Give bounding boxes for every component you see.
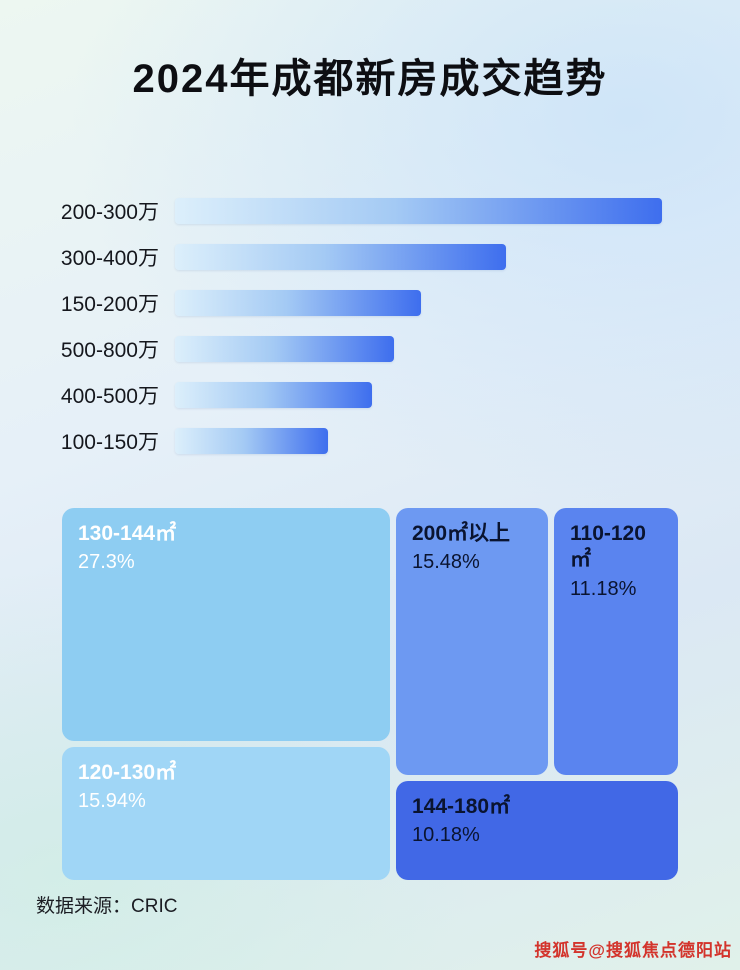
treemap-block-144-180: 144-180㎡ 10.18%: [396, 781, 678, 880]
treemap-block-value: 11.18%: [570, 577, 637, 600]
treemap-block-200-plus: 200㎡以上 15.48%: [396, 508, 548, 775]
bar-category-label: 400-500万: [60, 385, 159, 408]
bar-track: [175, 382, 662, 408]
treemap-block-value: 10.18%: [412, 824, 480, 847]
bar-track: [175, 336, 662, 362]
price-band-bar-chart: 200-300万 300-400万 150-200万 500-800万 400-: [0, 198, 740, 454]
data-source-label: 数据来源：CRIC: [36, 896, 178, 917]
bar-row: 400-500万: [0, 382, 740, 408]
bar-track: [175, 290, 662, 316]
bar-category-label: 500-800万: [60, 339, 159, 362]
treemap-block-value: 15.94%: [78, 790, 146, 813]
bar-track: [175, 198, 662, 224]
treemap-block-label: 200㎡以上: [412, 522, 511, 545]
treemap-block-label: 130-144㎡: [78, 522, 177, 545]
treemap-block-value: 27.3%: [78, 551, 135, 574]
bar-track: [175, 428, 662, 454]
treemap-block-130-144: 130-144㎡ 27.3%: [62, 508, 390, 741]
watermark: 搜狐号@搜狐焦点德阳站: [534, 941, 732, 960]
bar-row: 300-400万: [0, 244, 740, 270]
treemap-block-value: 15.48%: [412, 551, 480, 574]
bar-category-label: 200-300万: [60, 201, 159, 224]
bar: [175, 382, 373, 408]
bar: [175, 336, 395, 362]
bar-category-label: 150-200万: [60, 293, 159, 316]
treemap-block-label: 110-120㎡: [570, 522, 646, 572]
bar-category-label: 100-150万: [60, 431, 159, 454]
page-title: 2024年成都新房成交趋势: [132, 57, 608, 101]
bar: [175, 244, 507, 270]
bar: [175, 428, 329, 454]
bar-row: 100-150万: [0, 428, 740, 454]
treemap-block-110-120: 110-120㎡ 11.18%: [554, 508, 678, 775]
bar-track: [175, 244, 662, 270]
area-band-treemap: 130-144㎡ 27.3% 120-130㎡ 15.94% 200㎡以上 15…: [62, 508, 678, 880]
bar: [175, 290, 421, 316]
bar-row: 500-800万: [0, 336, 740, 362]
bar-row: 200-300万: [0, 198, 740, 224]
treemap-block-label: 120-130㎡: [78, 761, 177, 784]
treemap-block-120-130: 120-130㎡ 15.94%: [62, 747, 390, 880]
treemap-block-label: 144-180㎡: [412, 795, 511, 818]
bar-category-label: 300-400万: [60, 247, 159, 270]
bar-row: 150-200万: [0, 290, 740, 316]
bar: [175, 198, 662, 224]
